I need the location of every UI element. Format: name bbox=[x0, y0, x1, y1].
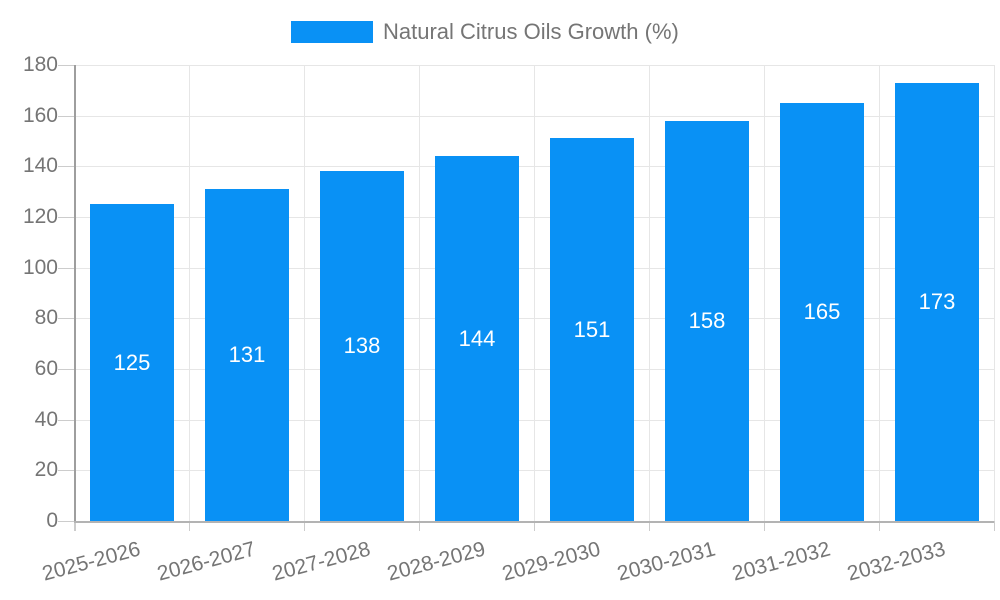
gridline-vertical bbox=[419, 65, 420, 521]
y-axis-tick bbox=[58, 318, 74, 319]
bar bbox=[205, 189, 289, 521]
bar-value-label: 125 bbox=[113, 350, 151, 375]
y-axis-line bbox=[74, 65, 76, 521]
y-axis-tick bbox=[58, 268, 74, 269]
y-axis-tick bbox=[58, 116, 74, 117]
gridline-vertical bbox=[189, 65, 190, 521]
gridline-vertical bbox=[764, 65, 765, 521]
x-axis-tick bbox=[994, 521, 995, 531]
y-axis-tick bbox=[58, 521, 74, 522]
gridline-vertical bbox=[994, 65, 995, 521]
y-axis-tick-label: 40 bbox=[34, 408, 58, 431]
y-axis-tick bbox=[58, 369, 74, 370]
x-axis-tick bbox=[649, 521, 650, 531]
x-axis-baseline bbox=[74, 521, 994, 523]
legend-label: Natural Citrus Oils Growth (%) bbox=[383, 19, 679, 44]
gridline-vertical bbox=[534, 65, 535, 521]
bar bbox=[90, 204, 174, 521]
bar-value-label: 138 bbox=[343, 333, 381, 358]
y-axis-tick-label: 20 bbox=[34, 458, 58, 481]
x-axis-tick bbox=[534, 521, 535, 531]
y-axis-tick bbox=[58, 470, 74, 471]
gridline-vertical bbox=[879, 65, 880, 521]
legend-swatch bbox=[291, 21, 373, 43]
bar bbox=[780, 103, 864, 521]
bar-value-label: 144 bbox=[458, 326, 496, 351]
y-axis-tick-label: 160 bbox=[22, 104, 58, 127]
bar-value-label: 173 bbox=[918, 289, 956, 314]
bar-value-label: 131 bbox=[228, 342, 266, 367]
bar-value-label: 151 bbox=[573, 317, 611, 342]
y-axis-tick bbox=[58, 65, 74, 66]
bar-value-label: 158 bbox=[688, 308, 726, 333]
y-axis-tick-label: 60 bbox=[34, 357, 58, 380]
y-axis-tick-label: 0 bbox=[46, 509, 58, 532]
x-axis-tick bbox=[419, 521, 420, 531]
bar bbox=[665, 121, 749, 521]
y-axis-tick-label: 180 bbox=[22, 53, 58, 76]
gridline-vertical bbox=[649, 65, 650, 521]
y-axis-tick-label: 80 bbox=[34, 306, 58, 329]
y-axis-tick bbox=[58, 166, 74, 167]
x-axis-tick bbox=[879, 521, 880, 531]
legend: Natural Citrus Oils Growth (%) bbox=[0, 0, 1000, 50]
bar bbox=[320, 171, 404, 521]
x-axis-tick bbox=[764, 521, 765, 531]
x-axis-tick bbox=[189, 521, 190, 531]
y-axis-tick-label: 140 bbox=[22, 154, 58, 177]
bar-value-label: 165 bbox=[803, 299, 841, 324]
y-axis-tick-label: 120 bbox=[22, 205, 58, 228]
bar bbox=[435, 156, 519, 521]
bar bbox=[895, 83, 979, 521]
y-axis-tick bbox=[58, 420, 74, 421]
x-axis-tick bbox=[74, 521, 76, 531]
bar bbox=[550, 138, 634, 521]
gridline-vertical bbox=[304, 65, 305, 521]
y-axis-tick-label: 100 bbox=[22, 256, 58, 279]
x-axis-tick bbox=[304, 521, 305, 531]
y-axis-tick bbox=[58, 217, 74, 218]
